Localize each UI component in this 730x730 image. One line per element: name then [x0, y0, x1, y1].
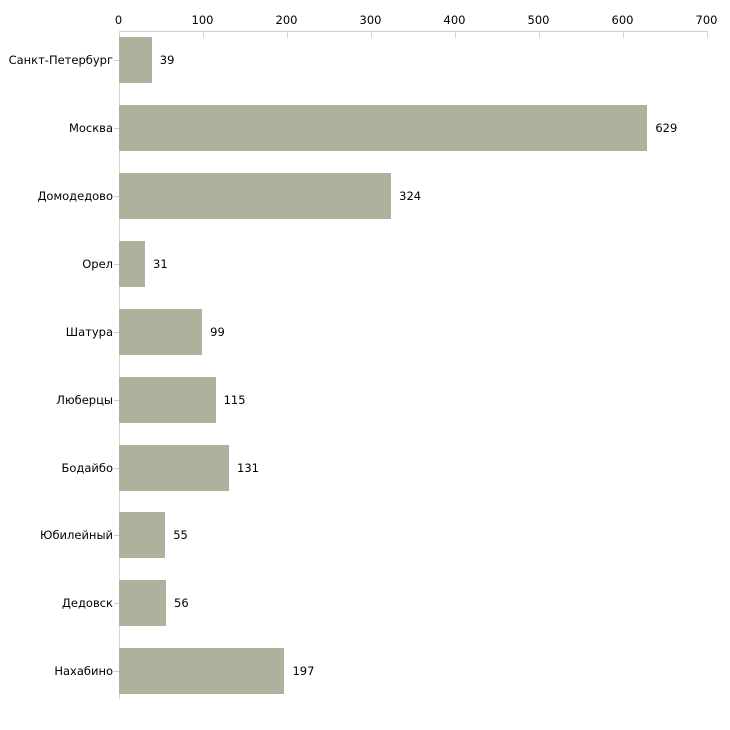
- category-label: Люберцы: [56, 392, 113, 407]
- category-tick-mark: [114, 128, 119, 130]
- value-label: 31: [153, 256, 168, 271]
- value-label: 56: [174, 596, 189, 611]
- x-tick-mark: [538, 32, 540, 38]
- x-tick-label: 700: [695, 13, 718, 27]
- bar: [119, 173, 392, 220]
- value-label: 115: [223, 392, 246, 407]
- x-tick-label: 200: [275, 13, 298, 27]
- category-label: Орел: [82, 256, 113, 271]
- category-tick-mark: [114, 263, 119, 265]
- value-label: 99: [210, 324, 225, 339]
- category-label: Дедовск: [61, 596, 113, 611]
- category-tick-mark: [114, 467, 119, 469]
- category-tick-mark: [114, 535, 119, 537]
- category-tick-mark: [114, 60, 119, 62]
- category-tick-mark: [114, 671, 119, 673]
- value-label: 629: [655, 121, 678, 136]
- y-axis-line: [118, 31, 120, 700]
- category-label: Юбилейный: [40, 528, 113, 543]
- x-tick-mark: [118, 32, 120, 38]
- value-label: 55: [173, 528, 188, 543]
- bar: [119, 105, 648, 152]
- bar: [119, 444, 230, 491]
- bar: [119, 648, 285, 695]
- value-label: 131: [237, 460, 259, 475]
- value-label: 39: [159, 53, 175, 68]
- category-label: Москва: [68, 121, 113, 136]
- category-label: Санкт-Петербург: [8, 53, 113, 68]
- x-tick-mark: [286, 32, 288, 38]
- x-axis-line: [118, 31, 708, 32]
- category-label: Бодайбо: [61, 460, 113, 475]
- bar: [119, 580, 167, 627]
- value-label: 324: [399, 189, 422, 204]
- bar: [119, 240, 146, 287]
- x-tick-label: 500: [527, 13, 550, 27]
- x-tick-mark: [202, 32, 204, 38]
- x-tick-label: 0: [114, 13, 123, 27]
- bar: [119, 512, 166, 559]
- x-tick-mark: [370, 32, 372, 38]
- category-label: Шатура: [65, 324, 113, 339]
- category-label: Нахабино: [54, 664, 113, 679]
- category-tick-mark: [114, 196, 119, 198]
- x-tick-label: 100: [191, 13, 214, 27]
- bar: [119, 376, 216, 423]
- bar: [119, 308, 203, 355]
- x-tick-label: 600: [611, 13, 634, 27]
- x-tick-label: 400: [443, 13, 466, 27]
- bar: [119, 37, 152, 84]
- x-tick-mark: [706, 32, 708, 38]
- value-label: 197: [292, 664, 315, 679]
- category-label: Домодедово: [37, 189, 113, 204]
- category-tick-mark: [114, 399, 119, 401]
- category-tick-mark: [114, 331, 119, 333]
- category-tick-mark: [114, 603, 119, 605]
- x-tick-label: 300: [359, 13, 382, 27]
- x-tick-mark: [454, 32, 456, 38]
- x-tick-mark: [622, 32, 624, 38]
